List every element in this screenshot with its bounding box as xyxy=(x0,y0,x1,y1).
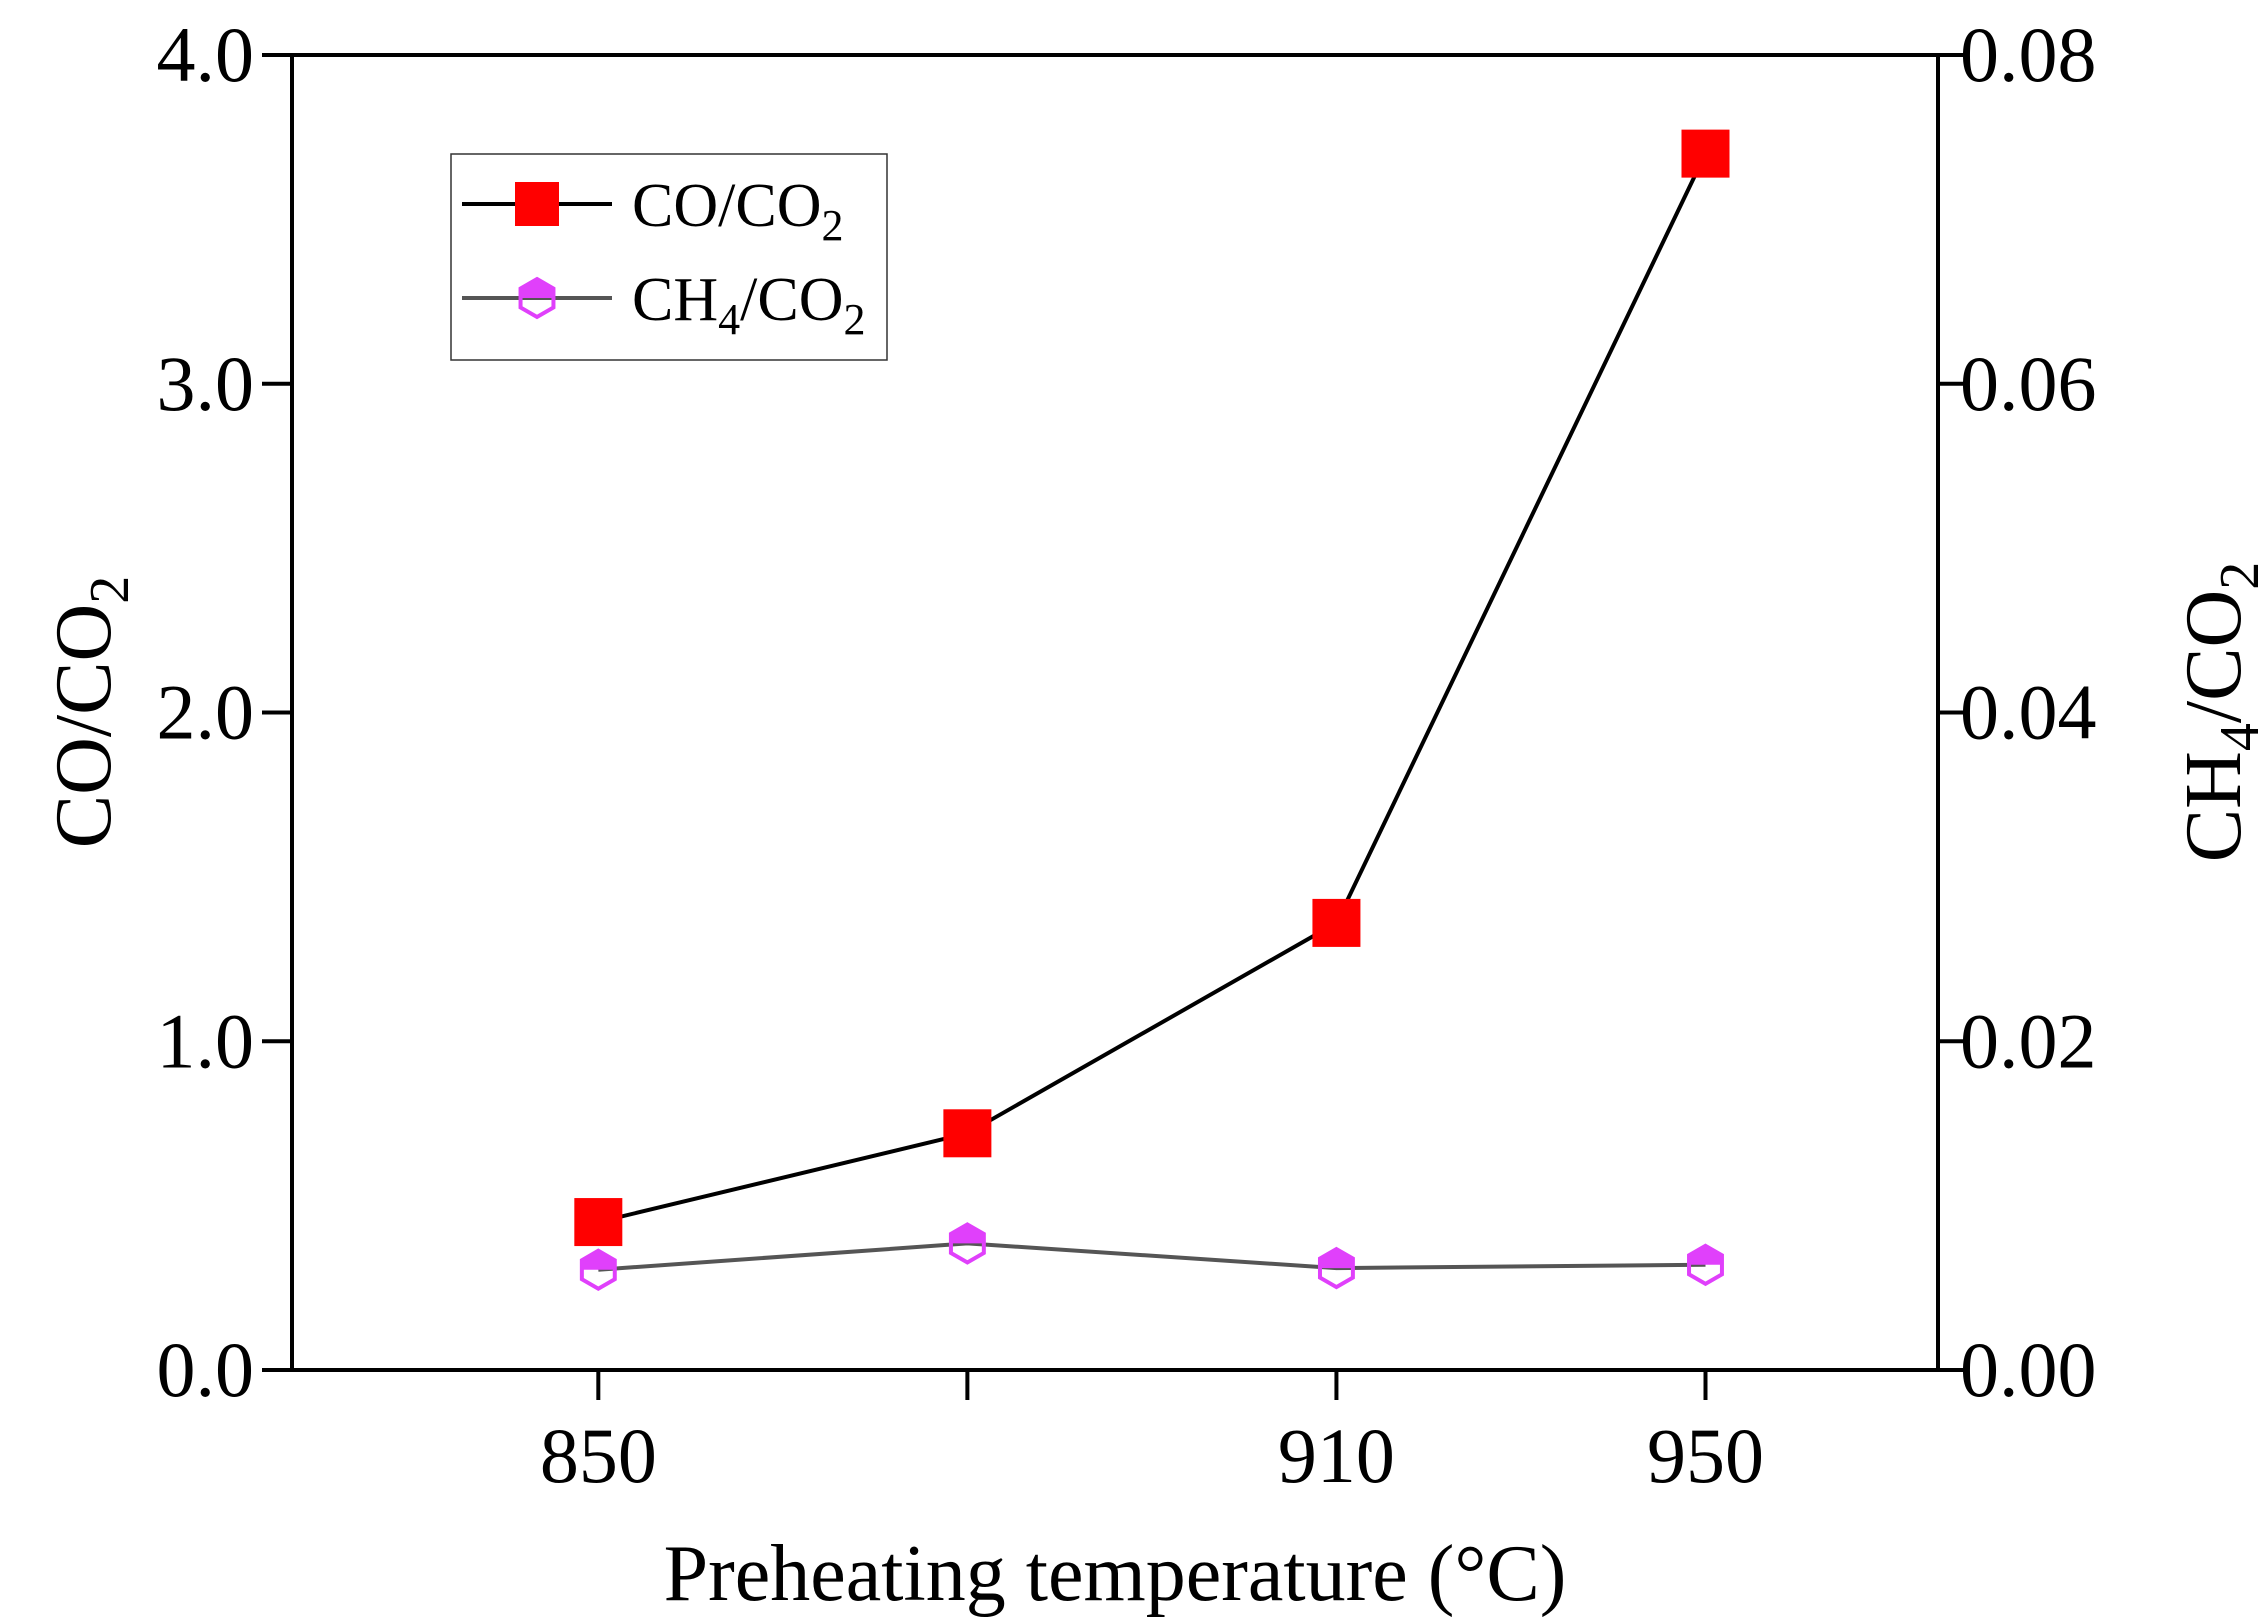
x-tick-label: 850 xyxy=(540,1412,657,1499)
x-tick-label: 950 xyxy=(1647,1412,1764,1499)
co-co2-point xyxy=(943,1109,992,1158)
y-left-tick-label: 0.0 xyxy=(157,1326,255,1413)
legend-label-co-co2: CO/CO2 xyxy=(632,172,843,250)
y-left-tick-label: 1.0 xyxy=(157,997,255,1084)
x-axis-title: Preheating temperature (°C) xyxy=(664,1530,1567,1618)
legend-marker-ch4-co2 xyxy=(518,276,556,320)
y-right-tick-label: 0.00 xyxy=(1960,1326,2097,1413)
x-tick-label: 910 xyxy=(1278,1412,1395,1499)
co-co2-point xyxy=(574,1198,623,1247)
ch4-co2-point xyxy=(579,1248,617,1292)
y-left-tick-label: 4.0 xyxy=(157,11,255,98)
y-right-title: CH4/CO2 xyxy=(2170,562,2262,863)
y-right-tick-label: 0.02 xyxy=(1960,997,2097,1084)
legend-marker-co-co2 xyxy=(515,182,559,226)
ch4-co2-point xyxy=(948,1222,986,1265)
legend-label-ch4-co2: CH4/CO2 xyxy=(632,266,866,344)
legend: CO/CO2 CH4/CO2 xyxy=(450,153,888,361)
series-line-ch4-co2 xyxy=(598,1241,1706,1272)
y-left-tick-label: 2.0 xyxy=(157,669,255,756)
y-right-tick-label: 0.04 xyxy=(1960,669,2097,756)
y-left-title: CO/CO2 xyxy=(40,576,141,849)
co-co2-point xyxy=(1312,898,1361,947)
ch4-co2-point xyxy=(1317,1246,1355,1290)
legend-hex-shape xyxy=(518,276,556,320)
y-right-tick-label: 0.08 xyxy=(1960,11,2097,98)
co-co2-point xyxy=(1681,129,1730,178)
y-left-tick-label: 3.0 xyxy=(157,340,255,427)
series-line-co-co2 xyxy=(597,152,1708,1225)
ch4-co2-point xyxy=(1687,1243,1724,1287)
y-right-tick-label: 0.06 xyxy=(1960,340,2097,427)
